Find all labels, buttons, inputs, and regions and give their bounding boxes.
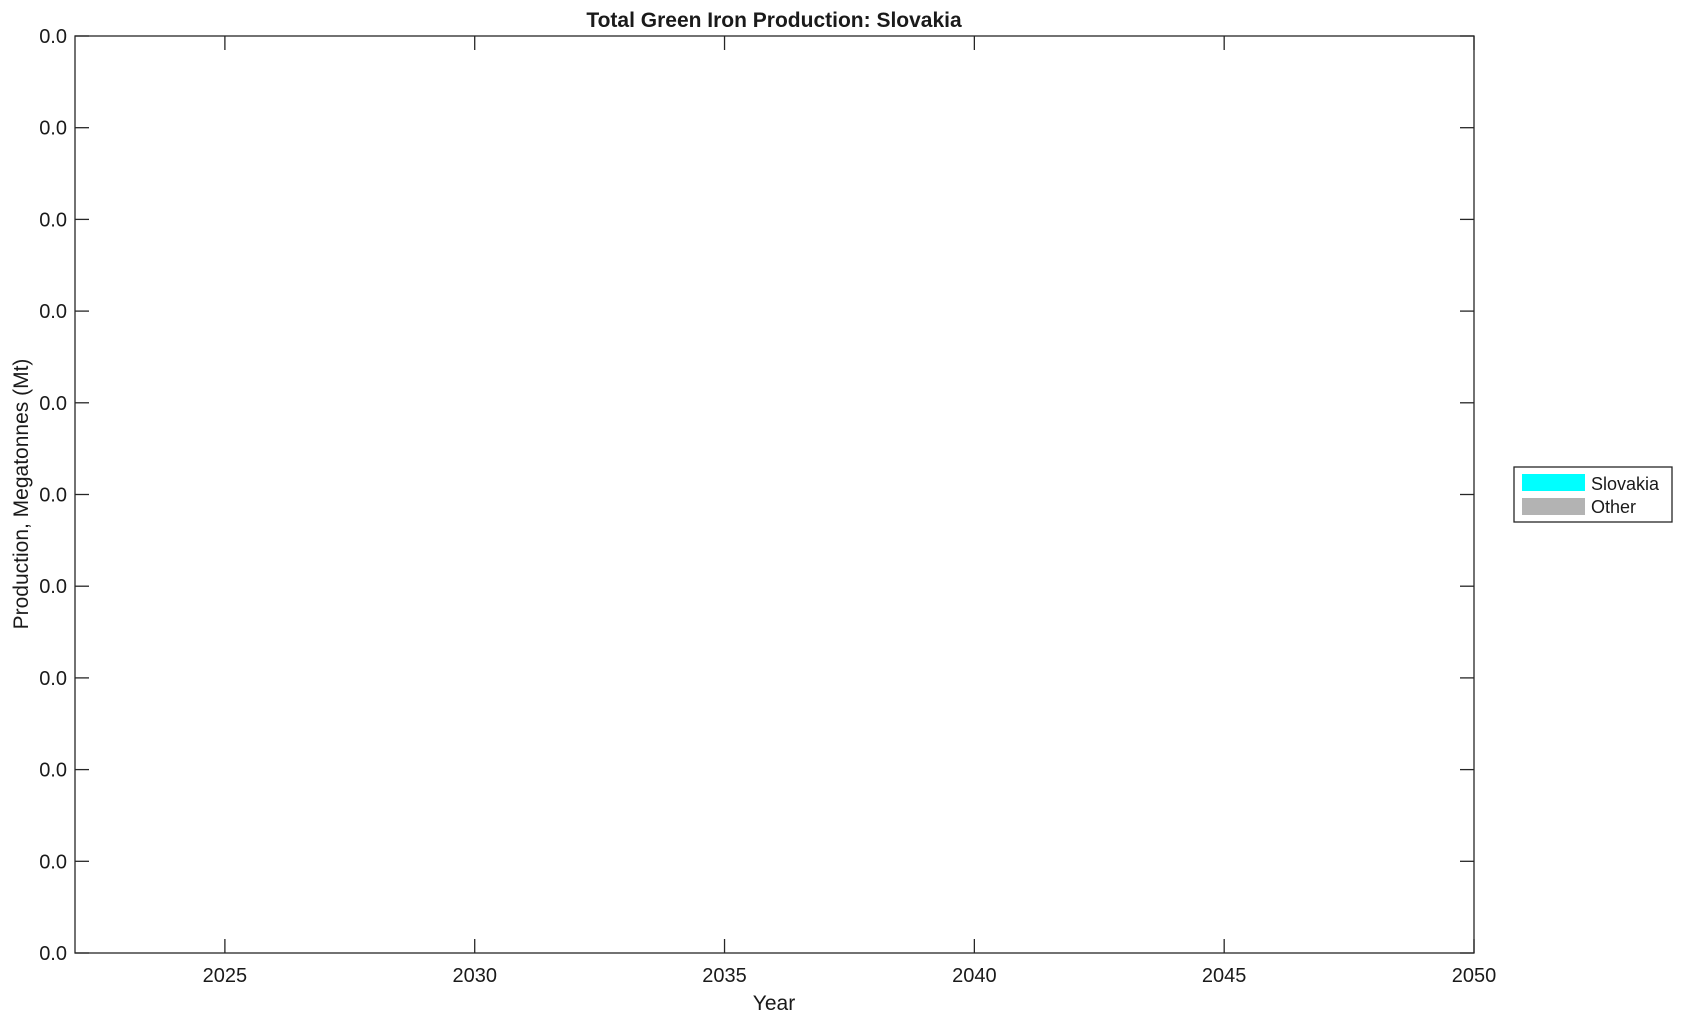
legend-swatch-other [1522, 498, 1585, 515]
y-tick-label: 0.0 [39, 851, 67, 873]
y-tick-label: 0.0 [39, 668, 67, 690]
x-tick-label: 2040 [952, 965, 997, 987]
y-axis-label: Production, Megatonnes (Mt) [10, 359, 33, 630]
y-tick-label: 0.0 [39, 485, 67, 507]
x-tick-label: 2050 [1452, 965, 1497, 987]
y-tick-label: 0.0 [39, 209, 67, 231]
y-tick-label: 0.0 [39, 301, 67, 323]
y-tick-label: 0.0 [39, 760, 67, 782]
y-tick-label: 0.0 [39, 943, 67, 965]
legend: Slovakia Other [1513, 466, 1673, 523]
legend-swatch-slovakia [1522, 474, 1585, 491]
x-tick-label: 2025 [203, 965, 248, 987]
x-tick-label: 2045 [1202, 965, 1247, 987]
y-tick-label: 0.0 [39, 393, 67, 415]
x-tick-label: 2035 [702, 965, 747, 987]
y-tick-label: 0.0 [39, 118, 67, 140]
legend-label-other: Other [1591, 497, 1636, 517]
x-tick-label: 2030 [452, 965, 497, 987]
legend-label-slovakia: Slovakia [1591, 474, 1660, 494]
x-axis-label: Year [753, 992, 795, 1015]
plot-area [74, 35, 1475, 954]
y-tick-label: 0.0 [39, 576, 67, 598]
chart-title: Total Green Iron Production: Slovakia [586, 9, 962, 32]
y-tick-label: 0.0 [39, 26, 67, 48]
